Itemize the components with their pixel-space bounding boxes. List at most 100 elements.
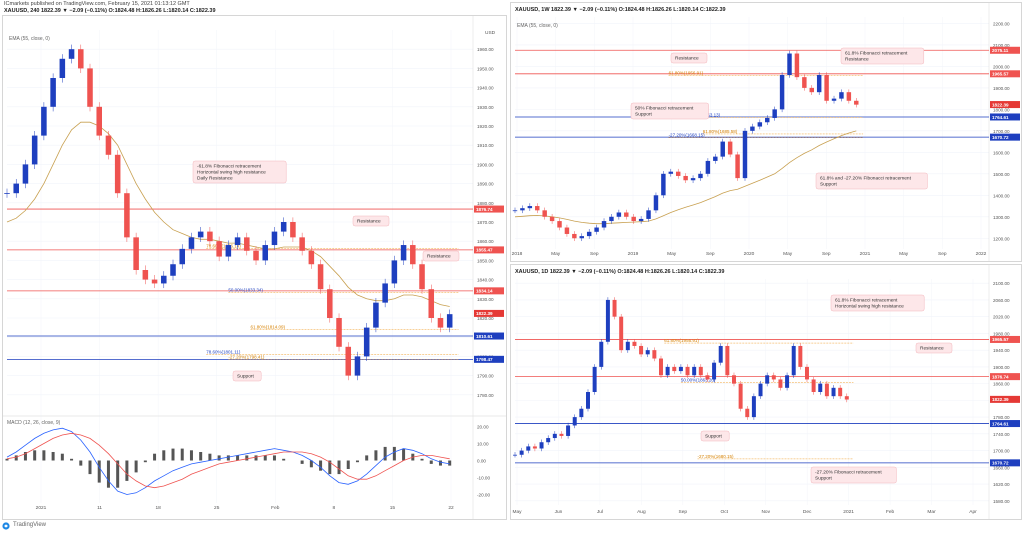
candle-body [59,58,66,78]
annotation-callout [192,160,287,184]
candle-body [668,171,674,174]
daily-chart[interactable]: 2100.00 2060.00 2020.00 1980.00 1940.00 1900.… [511,265,1022,520]
annotation-text: 61.8% Fibonacci retracement [845,51,908,57]
y-tick-label: 1300.00 [993,215,1010,220]
h4-ticker-line: XAUUSD, 240 1822.39 ▼ −2.09 (−0.11%) O:1… [4,8,216,14]
y-tick-label: 1790.00 [477,374,494,379]
candle-body [557,221,562,228]
candle-body [705,160,711,174]
macd-histogram-bar [438,460,442,466]
candle-body [400,245,407,261]
candle-body [552,433,557,439]
candle-body [539,442,544,449]
x-tick-label: May [512,509,522,515]
x-tick-label: 15 [390,505,396,511]
publish-header: ICmarkets published on TradingView.com, … [0,0,1024,14]
y-tick-label: 1580.00 [993,499,1010,504]
footer: TradingView [0,520,1024,533]
candle-body [532,446,537,449]
candle-body [672,366,677,372]
x-tick-label: Mar [927,509,936,515]
weekly-chart[interactable]: 2200.00 2100.00 2000.00 1900.00 1800.00 1700.… [511,3,1022,262]
candle-body [639,345,644,355]
price-tag-label: 2075.11 [992,48,1009,53]
y-tick-label: 1620.00 [993,482,1010,487]
x-tick-label: 2021 [843,509,854,515]
candle-body [216,241,222,257]
candle-body [713,156,718,161]
macd-histogram-bar [14,455,18,461]
candle-body [519,450,524,455]
candle-body [31,135,38,165]
fib-label: 61.80%(1956.91) [669,71,704,76]
candle-body [619,316,624,351]
price-tag [474,205,504,213]
x-tick-label: 11 [97,505,102,511]
price-tag [990,113,1020,121]
h4-chart-panel[interactable]: 1960.00 1950.00 1940.00 1930.00 1920.00 1910.… [2,15,507,520]
candle-body [731,375,736,384]
fib-label: 78.60%(1801.11) [206,349,241,354]
y-tick-label: 1660.00 [993,465,1010,470]
macd-histogram-bar [189,450,193,461]
candle-body [527,206,533,209]
fib-label: 50.00%(1833.34) [228,287,263,292]
y-tick-label: 1700.00 [993,129,1010,134]
annotation-text: Resistance [675,56,699,62]
brand-label: TradingView [13,522,47,528]
candle-body [419,264,425,290]
y-tick-label: 1830.00 [477,297,494,302]
candle-body [816,75,822,93]
candle-body [745,408,750,418]
candle-body [546,438,551,443]
candle-body [824,383,829,397]
x-tick-label: 2019 [628,251,639,257]
x-tick-label: Apr [969,509,977,515]
x-tick-label: Sep [706,251,715,257]
macd-histogram-bar [429,460,433,464]
h4-chart[interactable]: 1960.00 1950.00 1940.00 1930.00 1920.00 1910.… [3,16,507,520]
y-tick-label: 1920.00 [477,124,494,129]
macd-histogram-bar [420,458,424,461]
candle-body [437,318,444,328]
y-tick-label: 1740.00 [993,432,1010,437]
tradingview-logo-icon [2,522,10,530]
macd-histogram-bar [171,448,175,461]
macd-histogram-bar [245,455,249,461]
candle-body [798,345,803,367]
x-tick-label: Feb [886,509,895,515]
weekly-chart-panel[interactable]: 2200.00 2100.00 2000.00 1900.00 1800.00 1700.… [510,2,1022,262]
y-tick-label: 2200.00 [993,21,1010,26]
candle-body [839,92,844,99]
y-tick-label: 1900.00 [477,162,494,167]
y-tick-label: 2020.00 [993,315,1010,320]
daily-chart-panel[interactable]: 2100.00 2060.00 2020.00 1980.00 1940.00 1900.… [510,264,1022,520]
price-tag [474,355,504,363]
x-tick-label: 2022 [976,251,987,257]
price-tag [990,335,1020,343]
candle-body [234,237,241,246]
macd-histogram-bar [319,460,323,471]
y-tick-label: 1890.00 [477,182,494,187]
candle-body [512,210,518,212]
candle-body [854,100,859,105]
macd-y-tick-label: 20.00 [477,425,489,430]
annotation-text: 50% Fibonacci retracement [635,106,694,112]
candle-body [750,126,755,131]
macd-histogram-bar [328,460,332,475]
price-tag [990,133,1020,141]
candle-body [253,250,259,261]
candle-body [133,237,139,270]
macd-histogram-bar [199,452,203,461]
candle-body [225,245,232,257]
y-tick-label: 1940.00 [993,348,1010,353]
macd-histogram-bar [282,458,286,461]
candle-body [354,356,361,376]
candle-body [646,210,651,219]
macd-y-tick-label: 0.00 [477,459,486,464]
macd-line [6,427,450,495]
candle-body [13,183,19,194]
x-tick-label: Nov [761,509,770,515]
x-tick-label: Sep [679,509,688,515]
macd-histogram-bar [97,460,101,483]
